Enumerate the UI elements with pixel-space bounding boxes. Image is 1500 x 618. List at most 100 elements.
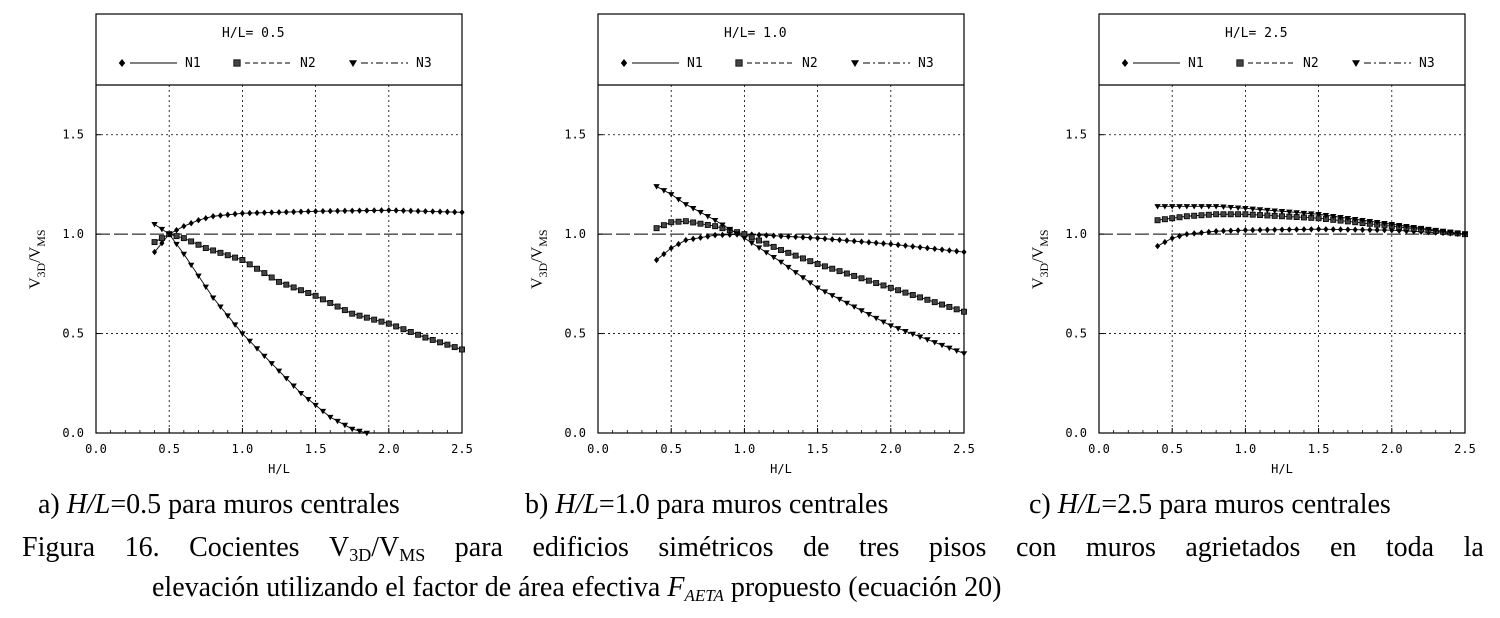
data-point [909,331,916,338]
legend-label: N2 [300,56,316,71]
data-point [938,342,946,349]
legend-item-n1: N1 [118,56,201,71]
data-point [660,188,668,194]
caption-word: tres [858,532,900,563]
data-point [697,220,704,227]
caption-word: la [1463,532,1484,563]
data-point [203,215,209,222]
data-point [704,214,711,220]
y-tick-label: 1.0 [1065,227,1087,241]
data-point [917,294,924,301]
data-point [719,222,726,228]
data-point [1205,211,1212,218]
data-point [1279,226,1285,233]
data-point [290,383,297,389]
data-point [1278,209,1286,215]
data-point [815,234,821,242]
data-point [151,221,158,228]
data-point [202,284,209,291]
data-point [712,223,719,230]
y-tick-label: 0.5 [564,327,586,341]
data-point [327,299,334,306]
data-point [1308,211,1315,217]
data-point [246,261,253,268]
data-point [1249,206,1256,213]
data-point [660,222,667,229]
data-point [829,293,836,299]
data-point [865,277,872,284]
data-point [1191,230,1197,237]
data-point [770,254,777,261]
data-point [1191,212,1198,219]
data-point [1352,226,1358,233]
y-tick-label: 0.0 [62,426,84,440]
chart-panel-a: H/L= 0.5 0.0 0.5 1.0 1.5 2.0 2.5 0.0 0.5 1.0 1.5 H/… [0,0,500,480]
data-point [1190,204,1198,210]
caption-word: de [802,532,830,563]
data-point [799,255,806,262]
data-point [1235,227,1241,234]
legend-marker-square [1236,59,1244,67]
data-point [254,265,260,272]
data-point [1169,234,1175,242]
data-point [1367,226,1373,234]
data-point [851,304,858,310]
subcaption-b: b) H/L=1.0 para muros centrales [525,489,889,520]
data-point [1212,204,1220,210]
data-point [217,212,223,219]
data-point [865,312,873,318]
chart-svg: H/L= 2.5 0.0 0.5 1.0 1.5 2.0 2.5 0.0 0.5 1.0 1.5 H/… [1030,13,1476,476]
data-point [880,319,887,326]
data-point [261,209,267,216]
data-point [697,234,704,241]
legend-marker-diamond [620,59,628,67]
data-point [902,242,908,249]
data-point [953,348,960,354]
data-point [364,207,370,214]
data-point [792,252,799,259]
data-point [239,257,246,263]
legend-item-n3: N3 [1352,56,1435,71]
x-tick-label: 0.0 [85,442,107,456]
data-point [1395,222,1403,229]
data-point [437,208,443,215]
caption-word: en [1329,532,1357,563]
data-point [1264,212,1271,219]
data-point [712,231,718,239]
data-point [1381,226,1388,234]
series-n3 [653,184,968,357]
data-point [917,244,923,251]
legend-marker-diamond [1121,59,1129,67]
data-point [452,208,458,216]
data-point [1257,226,1263,234]
y-tick-label: 1.5 [564,128,586,142]
data-point [1176,232,1183,240]
caption-word: simétricos [658,532,774,563]
data-point [887,323,894,329]
data-point [437,339,444,346]
data-point [1388,221,1395,228]
data-point [268,274,275,281]
data-point [210,247,217,254]
data-point [180,235,187,242]
chart-title: H/L= 0.5 [222,26,285,41]
data-point [261,353,268,360]
data-point [785,264,792,271]
y-tick-label: 1.5 [62,128,84,142]
subcaption-a: a) H/L=0.5 para muros centrales [38,489,400,520]
data-point [1337,215,1344,221]
data-point [239,210,245,217]
caption-word: edificios [532,532,629,563]
x-tick-label: 2.5 [451,442,473,456]
data-point [371,207,377,214]
data-point [291,208,297,216]
chart-panel-b: H/L= 1.0 0.0 0.5 1.0 1.5 2.0 2.5 0.0 0.5 1.0 1.5 H/… [502,0,1002,480]
data-point [254,209,260,217]
data-point [305,290,312,296]
data-point [1323,226,1329,233]
data-point [675,218,682,225]
legend-item-n3: N3 [349,56,432,71]
data-point [711,217,719,224]
data-point [151,239,158,246]
data-point [1293,210,1300,216]
